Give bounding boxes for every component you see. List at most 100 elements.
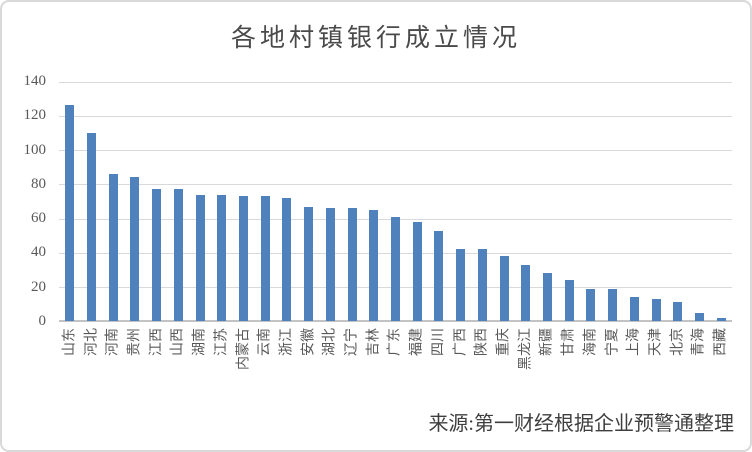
x-axis-label-text: 黑龙江 <box>518 328 534 370</box>
bar-河南 <box>108 173 118 322</box>
x-axis-label-text: 广西 <box>453 328 469 356</box>
gridline <box>59 184 732 186</box>
x-axis-label: 黑龙江 <box>515 328 537 412</box>
x-axis-label-text: 上海 <box>626 328 642 356</box>
x-axis-label: 新疆 <box>537 328 559 412</box>
x-axis-label-text: 西藏 <box>713 328 729 356</box>
x-axis-label-text: 青海 <box>691 328 707 356</box>
x-axis-label: 福建 <box>406 328 428 412</box>
bar-海南 <box>586 288 596 322</box>
x-axis-label: 内蒙古 <box>233 328 255 412</box>
bar-北京 <box>673 302 683 322</box>
x-axis-label: 吉林 <box>363 328 385 412</box>
y-axis-tick-label: 0 <box>38 312 47 329</box>
x-axis-label-text: 河北 <box>84 328 100 356</box>
x-axis-label-text: 贵州 <box>127 328 143 356</box>
gridline <box>59 150 732 151</box>
x-axis-label-text: 重庆 <box>496 328 512 356</box>
x-axis-label: 青海 <box>689 328 711 412</box>
x-axis-label: 湖北 <box>320 328 342 412</box>
x-axis-label-text: 河南 <box>105 328 121 356</box>
bar-内蒙古 <box>239 196 249 322</box>
bar-青海 <box>694 312 704 322</box>
x-axis-label-text: 新疆 <box>539 328 555 356</box>
bar-山东 <box>65 105 75 322</box>
x-axis-label: 西藏 <box>710 328 732 412</box>
bar-江西 <box>152 189 162 322</box>
y-axis-tick-label: 60 <box>31 210 46 227</box>
x-axis-label-text: 江苏 <box>214 328 230 356</box>
x-axis-label: 湖南 <box>189 328 211 412</box>
bar-广东 <box>391 216 400 322</box>
bar-江苏 <box>217 194 227 322</box>
x-axis-label: 广西 <box>450 328 472 412</box>
x-axis-label-text: 北京 <box>670 328 686 356</box>
x-axis-label-text: 宁夏 <box>605 328 621 356</box>
bar-安徽 <box>304 206 314 322</box>
x-axis-label-text: 安徽 <box>301 328 317 356</box>
bar-重庆 <box>499 256 509 322</box>
gridline <box>59 115 732 117</box>
x-axis-label-text: 福建 <box>409 328 425 356</box>
x-axis-label: 陕西 <box>471 328 493 412</box>
x-axis-label: 云南 <box>254 328 276 412</box>
x-axis-label-text: 山西 <box>170 328 186 356</box>
bar-河北 <box>87 132 97 322</box>
x-axis-label-text: 浙江 <box>279 328 295 356</box>
bar-陕西 <box>477 249 487 322</box>
bar-湖北 <box>325 208 335 322</box>
bar-宁夏 <box>608 288 618 322</box>
x-axis-label-text: 云南 <box>257 328 273 356</box>
bar-黑龙江 <box>521 264 531 322</box>
x-axis-label-text: 吉林 <box>366 328 382 356</box>
bar-天津 <box>651 299 661 322</box>
x-axis-label-text: 广东 <box>387 328 403 356</box>
x-axis-label: 河南 <box>102 328 124 412</box>
x-axis-label-text: 山东 <box>62 328 78 356</box>
bar-浙江 <box>282 197 292 322</box>
x-axis-label: 安徽 <box>298 328 320 412</box>
x-axis-label: 北京 <box>667 328 689 412</box>
x-axis-label-text: 江西 <box>149 328 165 356</box>
x-axis-label-text: 湖北 <box>322 328 338 356</box>
x-axis-label: 海南 <box>580 328 602 412</box>
bar-甘肃 <box>564 280 574 322</box>
bar-新疆 <box>542 273 552 322</box>
x-axis-label-text: 陕西 <box>474 328 490 356</box>
bar-西藏 <box>716 317 726 322</box>
x-axis-label: 四川 <box>428 328 450 412</box>
x-axis-label-text: 辽宁 <box>344 328 360 356</box>
x-axis-label: 甘肃 <box>558 328 580 412</box>
x-axis-label-text: 内蒙古 <box>236 328 252 370</box>
bar-云南 <box>260 196 270 322</box>
x-axis-label-text: 甘肃 <box>561 328 577 356</box>
bar-贵州 <box>130 177 140 322</box>
bar-福建 <box>412 221 422 322</box>
x-axis-label-text: 四川 <box>431 328 447 356</box>
y-axis-tick-label: 40 <box>31 244 46 261</box>
y-axis-tick-label: 120 <box>23 107 47 124</box>
x-axis-label: 河北 <box>81 328 103 412</box>
x-axis-label: 辽宁 <box>341 328 363 412</box>
source-note: 来源:第一财经根据企业预警通整理 <box>428 413 734 435</box>
x-axis-label-text: 湖南 <box>192 328 208 356</box>
x-axis-label: 广东 <box>385 328 407 412</box>
y-axis-tick-label: 140 <box>23 73 47 89</box>
gridline <box>59 81 732 83</box>
bar-吉林 <box>369 209 379 322</box>
x-axis-label: 山东 <box>59 328 81 412</box>
x-axis-label: 贵州 <box>124 328 146 412</box>
x-axis-line <box>59 320 732 323</box>
x-axis-label: 天津 <box>645 328 667 412</box>
bar-辽宁 <box>347 208 357 322</box>
y-axis-tick-label: 20 <box>31 278 46 295</box>
y-axis-tick-label: 80 <box>31 175 46 192</box>
bar-四川 <box>434 230 444 322</box>
chart-title: 各地村镇银行成立情况 <box>230 25 521 52</box>
x-axis-label: 江苏 <box>211 328 233 412</box>
x-axis-label: 重庆 <box>493 328 515 412</box>
x-axis-label-text: 天津 <box>648 328 664 356</box>
x-axis-label-text: 海南 <box>583 328 599 356</box>
